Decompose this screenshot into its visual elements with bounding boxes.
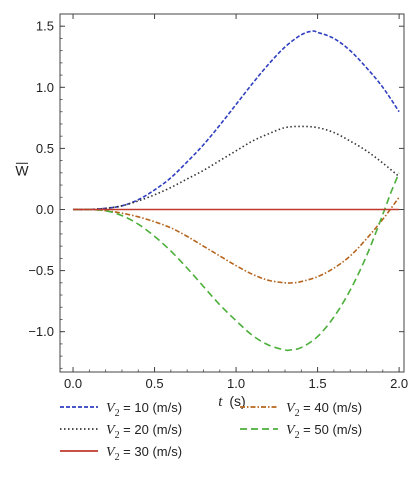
plot-area xyxy=(59,13,405,373)
x-axis-label: t (s) xyxy=(218,393,245,410)
legend-label-var: V xyxy=(106,401,116,416)
legend-label: V2 = 10 (m/s) xyxy=(106,400,182,419)
legend-label-sub: 2 xyxy=(295,430,300,441)
legend-item-1: V2 = 10 (m/s) xyxy=(60,400,182,419)
x-axis-ticks: 0.0 0.5 1.0 1.5 2.0 xyxy=(64,14,408,391)
y-axis-label: W xyxy=(15,162,29,178)
series-line-2 xyxy=(73,125,400,211)
x-axis-label-var: t xyxy=(218,394,223,410)
legend-item-4: V2 = 40 (m/s) xyxy=(240,400,362,419)
legend-label: V2 = 30 (m/s) xyxy=(106,444,182,463)
legend-item-3: V2 = 30 (m/s) xyxy=(60,444,182,463)
x-tick-label: 1.0 xyxy=(227,376,245,391)
legend-label-var: V xyxy=(106,423,116,438)
y-tick-label: −0.5 xyxy=(28,263,54,278)
series-layer xyxy=(73,30,400,352)
y-tick-label: 0.0 xyxy=(36,202,54,217)
x-axis-label-unit: (s) xyxy=(229,393,245,409)
legend-label-sub: 2 xyxy=(115,408,120,419)
x-tick-label: 0.0 xyxy=(64,376,82,391)
legend-label: V2 = 20 (m/s) xyxy=(106,422,182,441)
series-line-5 xyxy=(73,172,400,352)
y-tick-label: −1.0 xyxy=(28,324,54,339)
legend-label-rest: = 30 (m/s) xyxy=(120,444,183,459)
x-tick-label: 1.5 xyxy=(309,376,327,391)
series-line-4 xyxy=(73,196,400,284)
legend-label-rest: = 20 (m/s) xyxy=(120,422,183,437)
legend-label-var: V xyxy=(286,401,296,416)
y-tick-label: 0.5 xyxy=(36,141,54,156)
legend-label-rest: = 50 (m/s) xyxy=(300,422,363,437)
legend-label-var: V xyxy=(286,423,296,438)
y-axis-ticks: −1.0 −0.5 0.0 0.5 1.0 1.5 xyxy=(28,19,404,369)
plot-frame xyxy=(59,13,405,373)
legend-item-5: V2 = 50 (m/s) xyxy=(240,422,362,441)
y-axis-label-group: W xyxy=(15,162,29,178)
series-line-1 xyxy=(73,30,400,211)
legend-label: V2 = 40 (m/s) xyxy=(286,400,362,419)
legend-label-sub: 2 xyxy=(115,452,120,463)
legend-item-2: V2 = 20 (m/s) xyxy=(60,422,182,441)
x-tick-label: 2.0 xyxy=(390,376,408,391)
legend-label-rest: = 10 (m/s) xyxy=(120,400,183,415)
y-tick-label: 1.0 xyxy=(36,80,54,95)
x-tick-label: 0.5 xyxy=(146,376,164,391)
legend-label: V2 = 50 (m/s) xyxy=(286,422,362,441)
legend-label-sub: 2 xyxy=(295,408,300,419)
legend-label-rest: = 40 (m/s) xyxy=(300,400,363,415)
legend: V2 = 10 (m/s)V2 = 20 (m/s)V2 = 30 (m/s)V… xyxy=(60,400,362,463)
legend-label-var: V xyxy=(106,445,116,460)
y-tick-label: 1.5 xyxy=(36,19,54,34)
legend-label-sub: 2 xyxy=(115,430,120,441)
